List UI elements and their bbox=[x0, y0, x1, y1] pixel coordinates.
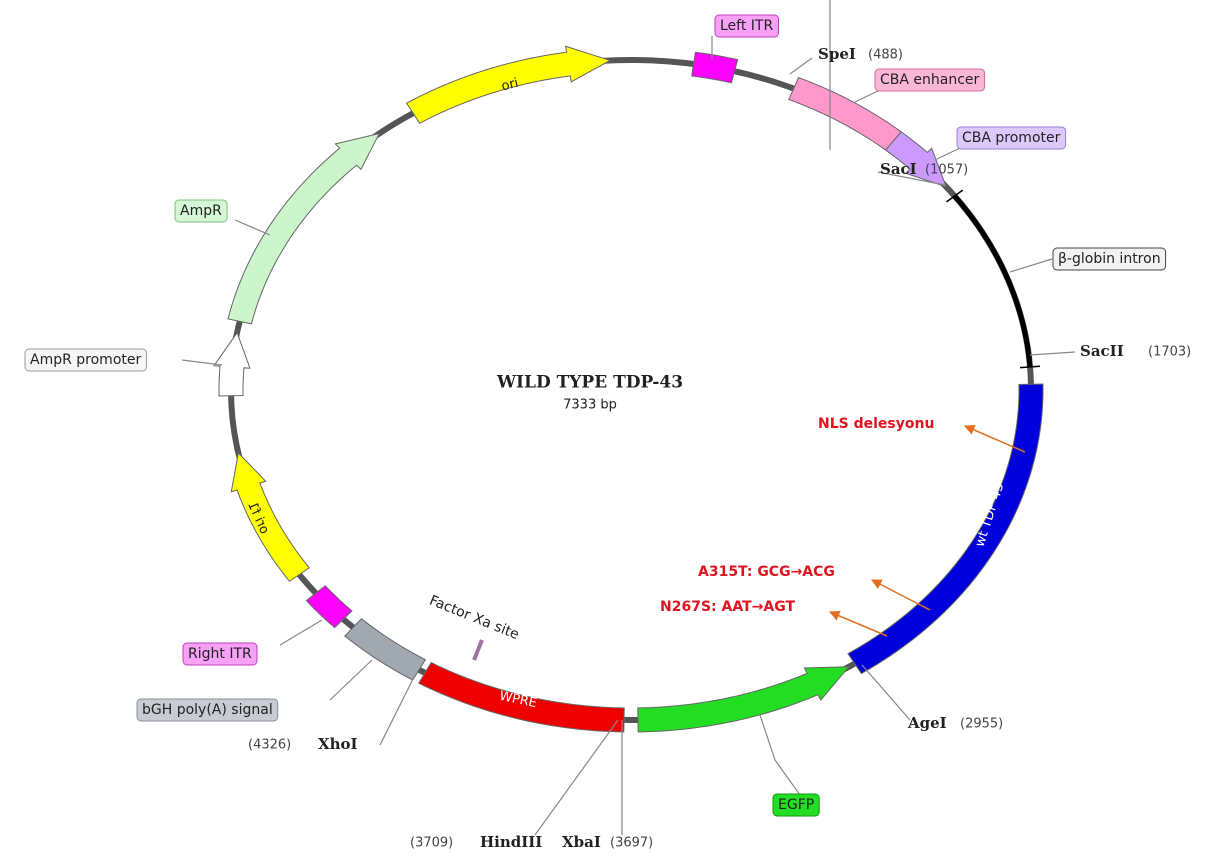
leader bbox=[934, 147, 961, 161]
feature-label: CBA promoter bbox=[962, 130, 1061, 146]
feature-arc bbox=[884, 131, 948, 188]
feature-arc bbox=[344, 618, 427, 681]
feature-label: Right ITR bbox=[188, 646, 252, 662]
feature-arc bbox=[637, 666, 850, 733]
feature-arc bbox=[691, 51, 739, 84]
site-name: HindIII bbox=[480, 833, 542, 851]
feature-arc bbox=[952, 194, 1033, 368]
label-box bbox=[772, 793, 820, 817]
site-position: (1703) bbox=[1148, 345, 1191, 360]
map-ring bbox=[213, 45, 1044, 733]
site-name: AgeI bbox=[907, 714, 947, 732]
site-name: XhoI bbox=[318, 735, 358, 753]
leader bbox=[379, 674, 416, 746]
site-position: (2955) bbox=[960, 717, 1003, 732]
label-box bbox=[874, 68, 986, 92]
site-name: SpeI bbox=[818, 45, 856, 63]
site-name: XbaI bbox=[562, 833, 601, 851]
site-position: (1057) bbox=[925, 163, 968, 178]
leader-lines bbox=[181, 0, 1076, 836]
factor-xa-label: Factor Xa site bbox=[427, 593, 521, 644]
leader bbox=[1009, 258, 1053, 273]
site-position: (3709) bbox=[410, 836, 453, 851]
annotation: A315T: GCG→ACG bbox=[698, 564, 835, 580]
feature-label: CBA enhancer bbox=[880, 72, 980, 88]
label-box bbox=[24, 348, 147, 372]
label-box bbox=[956, 126, 1067, 150]
label-box bbox=[182, 642, 258, 666]
leader bbox=[789, 57, 813, 75]
tick bbox=[946, 189, 964, 203]
leader bbox=[861, 664, 911, 721]
feature-label: Left ITR bbox=[720, 18, 773, 34]
sites: SpeI (488) SacI (1057) SacII (1703) AgeI… bbox=[248, 45, 1191, 851]
annotation-arrow bbox=[871, 579, 931, 611]
annotation-arrow bbox=[829, 610, 888, 637]
feature-arc bbox=[418, 661, 625, 733]
label-box bbox=[1052, 247, 1167, 271]
leader bbox=[759, 714, 801, 796]
leader bbox=[329, 659, 373, 701]
site-position: (3697) bbox=[610, 836, 653, 851]
feature-arc bbox=[305, 585, 353, 629]
leader bbox=[234, 219, 271, 236]
feature-arc bbox=[847, 383, 1044, 675]
feature-label: AmpR bbox=[180, 203, 222, 219]
tick bbox=[1019, 365, 1041, 369]
leader bbox=[1029, 351, 1076, 356]
leader bbox=[877, 171, 946, 186]
feature-arc bbox=[405, 45, 612, 124]
feature-label: EGFP bbox=[778, 797, 814, 813]
feature-label: bGH poly(A) signal bbox=[142, 702, 273, 718]
label-box bbox=[136, 698, 279, 722]
label-box bbox=[714, 14, 779, 38]
annotation: NLS delesyonu bbox=[818, 416, 934, 432]
leader bbox=[279, 619, 323, 646]
factor-xa-mark bbox=[472, 639, 484, 661]
feature-arc bbox=[227, 132, 381, 325]
annotation-arrow bbox=[964, 424, 1026, 453]
label-box bbox=[174, 199, 228, 223]
leader bbox=[181, 359, 223, 366]
feature-arc bbox=[230, 451, 311, 582]
feature-inner-label: ori bbox=[500, 76, 520, 95]
feature-label: β-globin intron bbox=[1058, 251, 1161, 267]
site-position: (4326) bbox=[248, 738, 291, 753]
site-position: (488) bbox=[868, 48, 903, 63]
site-name: SacII bbox=[1080, 342, 1124, 360]
feature-label: AmpR promoter bbox=[30, 352, 141, 368]
leader bbox=[534, 719, 619, 836]
leader bbox=[854, 89, 881, 103]
feature-labels: Left ITR CBA enhancer CBA promoter β-glo… bbox=[24, 14, 1167, 817]
map-title: WILD TYPE TDP-43 bbox=[496, 373, 683, 393]
map-size: 7333 bp bbox=[563, 398, 617, 413]
site-name: SacI bbox=[880, 160, 917, 178]
feature-arc bbox=[213, 331, 251, 397]
annotation: N267S: AAT→AGT bbox=[660, 599, 795, 615]
